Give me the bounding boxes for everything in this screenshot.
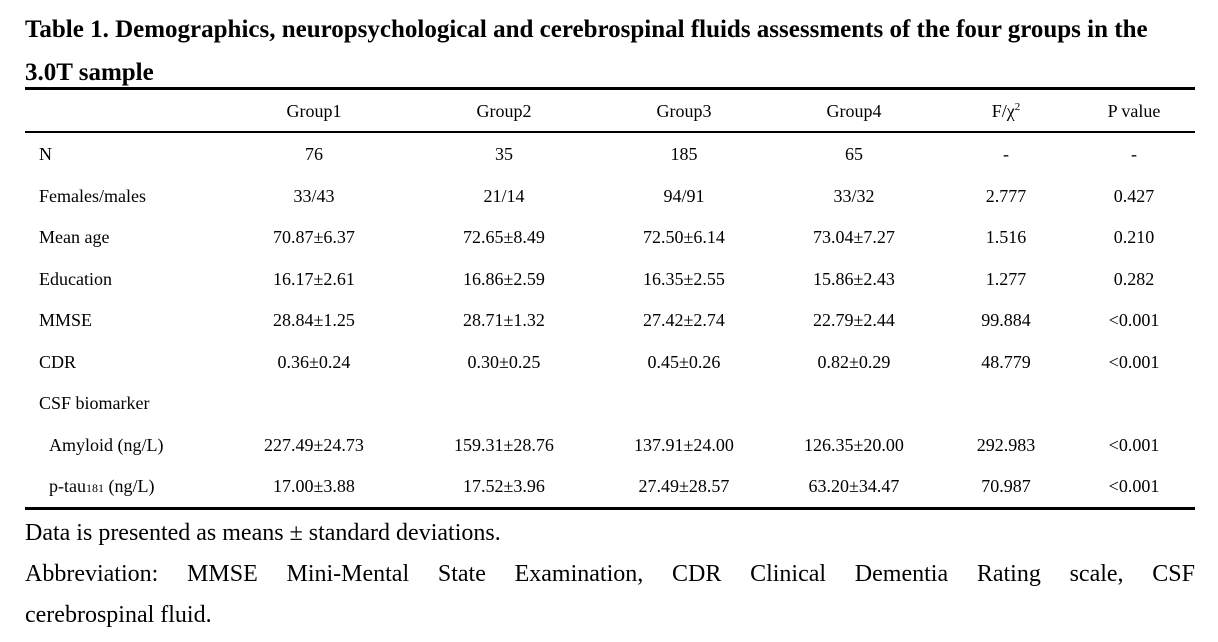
table-row: p-tau181 (ng/L) 17.00±3.88 17.52±3.96 27.49…	[25, 466, 1195, 508]
column-header-group1: Group1	[286, 100, 342, 121]
table-cell: 33/43	[293, 185, 335, 206]
table-cell: 159.31±28.76	[454, 434, 554, 455]
table-cell: 17.52±3.96	[463, 476, 545, 497]
table-body: N 76 35 185 65 - - Females/males 33/43 21/14 94/91…	[25, 132, 1195, 508]
table-cell: -	[1131, 144, 1137, 165]
table-title: Table 1. Demographics, neuropsychologica…	[25, 16, 1148, 86]
row-label: CDR	[39, 351, 77, 372]
table-cell	[599, 383, 769, 425]
table-cell: 1.516	[985, 227, 1027, 248]
table-cell: <0.001	[1108, 434, 1160, 455]
table-cell: 28.71±1.32	[463, 310, 545, 331]
table-cell: 227.49±24.73	[264, 434, 364, 455]
table-cell: 73.04±7.27	[813, 227, 895, 248]
table-cell: 0.282	[1113, 268, 1155, 289]
column-header-group2: Group2	[476, 100, 532, 121]
table-cell: 137.91±24.00	[634, 434, 734, 455]
header-rule	[25, 131, 1195, 133]
table-cell: 15.86±2.43	[813, 268, 895, 289]
note-data-presentation: Data is presented as means ± standard de…	[25, 520, 501, 546]
table-cell: 27.42±2.74	[643, 310, 725, 331]
table-cell: 94/91	[663, 185, 705, 206]
table-cell: 70.987	[981, 476, 1031, 497]
table-cell	[1073, 383, 1195, 425]
table-row: Amyloid (ng/L) 227.49±24.73 159.31±28.76 13…	[25, 425, 1195, 467]
table-cell: -	[1003, 144, 1009, 165]
table-row: MMSE 28.84±1.25 28.71±1.32 27.42±2.74 22.79±…	[25, 300, 1195, 342]
table-cell: 1.277	[985, 268, 1027, 289]
row-label: Mean age	[39, 227, 110, 248]
table-cell: <0.001	[1108, 351, 1160, 372]
table-cell: 0.30±0.25	[467, 351, 541, 372]
table-cell: 0.45±0.26	[647, 351, 721, 372]
table-cell: 292.983	[976, 434, 1036, 455]
table-row: CDR 0.36±0.24 0.30±0.25 0.45±0.26 0.82±0.29 4…	[25, 342, 1195, 384]
table-cell	[219, 383, 409, 425]
table-cell: 16.86±2.59	[463, 268, 545, 289]
row-label-suffix: (ng/L)	[103, 476, 155, 497]
row-label: CSF biomarker	[39, 393, 150, 414]
top-rule	[25, 87, 1195, 90]
note-abbreviation-continued: cerebrospinal fluid.	[25, 602, 212, 628]
note-abbreviation: Abbreviation: MMSE Mini-Mental State Exa…	[25, 561, 1195, 587]
table-row: CSF biomarker	[25, 383, 1195, 425]
column-header-f-chi: F/χ2	[939, 90, 1073, 132]
row-label: Females/males	[39, 185, 146, 206]
table-cell: 70.87±6.37	[273, 227, 355, 248]
table-cell: 99.884	[981, 310, 1031, 331]
chi-square-superscript: 2	[1014, 100, 1021, 113]
table-cell: 17.00±3.88	[273, 476, 355, 497]
table-cell: 72.50±6.14	[643, 227, 725, 248]
table-row: Females/males 33/43 21/14 94/91 33/32 2.777 0.…	[25, 176, 1195, 218]
table-cell: 76	[305, 144, 323, 165]
table-cell	[409, 383, 599, 425]
table-row: Mean age 70.87±6.37 72.65±8.49 72.50±6.14 73…	[25, 217, 1195, 259]
table-cell: 48.779	[981, 351, 1031, 372]
row-label: Education	[39, 268, 112, 289]
table-notes: Data is presented as means ± standard de…	[25, 513, 1195, 636]
bottom-rule	[25, 507, 1195, 510]
demographics-table: Group1 Group2 Group3 Group4 F/χ2 P value…	[25, 90, 1195, 508]
table-cell: 2.777	[985, 185, 1027, 206]
column-header-empty	[25, 90, 219, 132]
table-cell: 0.82±0.29	[817, 351, 891, 372]
table-cell: 65	[845, 144, 863, 165]
column-header-group4: Group4	[826, 100, 882, 121]
table-cell	[939, 383, 1073, 425]
table-cell: 185	[670, 144, 698, 165]
row-label-prefix: p-tau	[49, 476, 86, 497]
row-label-subscript: 181	[85, 481, 104, 496]
table-cell: 21/14	[483, 185, 525, 206]
table-cell: 0.36±0.24	[277, 351, 351, 372]
column-header-group3: Group3	[656, 100, 712, 121]
table-cell: <0.001	[1108, 476, 1160, 497]
table-cell: 35	[495, 144, 513, 165]
row-label: Amyloid (ng/L)	[49, 434, 164, 455]
table-cell: 22.79±2.44	[813, 310, 895, 331]
table-cell: <0.001	[1108, 310, 1160, 331]
f-chi-label: F/χ	[991, 100, 1015, 121]
header-row: Group1 Group2 Group3 Group4 F/χ2 P value	[25, 90, 1195, 132]
table-cell: 27.49±28.57	[638, 476, 730, 497]
row-label: MMSE	[39, 310, 93, 331]
table-cell: 0.427	[1113, 185, 1155, 206]
table-cell: 63.20±34.47	[808, 476, 900, 497]
table-cell: 16.35±2.55	[643, 268, 725, 289]
table-cell: 16.17±2.61	[273, 268, 355, 289]
table-cell: 28.84±1.25	[273, 310, 355, 331]
column-header-p-value: P value	[1107, 100, 1161, 121]
table-cell: 126.35±20.00	[804, 434, 904, 455]
row-label: N	[39, 144, 52, 165]
table-cell: 72.65±8.49	[463, 227, 545, 248]
table-cell: 0.210	[1113, 227, 1155, 248]
row-label: p-tau181 (ng/L)	[25, 466, 219, 508]
table-row: Education 16.17±2.61 16.86±2.59 16.35±2.55 1…	[25, 259, 1195, 301]
table-cell: 33/32	[833, 185, 875, 206]
table-cell	[769, 383, 939, 425]
table-row: N 76 35 185 65 - -	[25, 132, 1195, 176]
